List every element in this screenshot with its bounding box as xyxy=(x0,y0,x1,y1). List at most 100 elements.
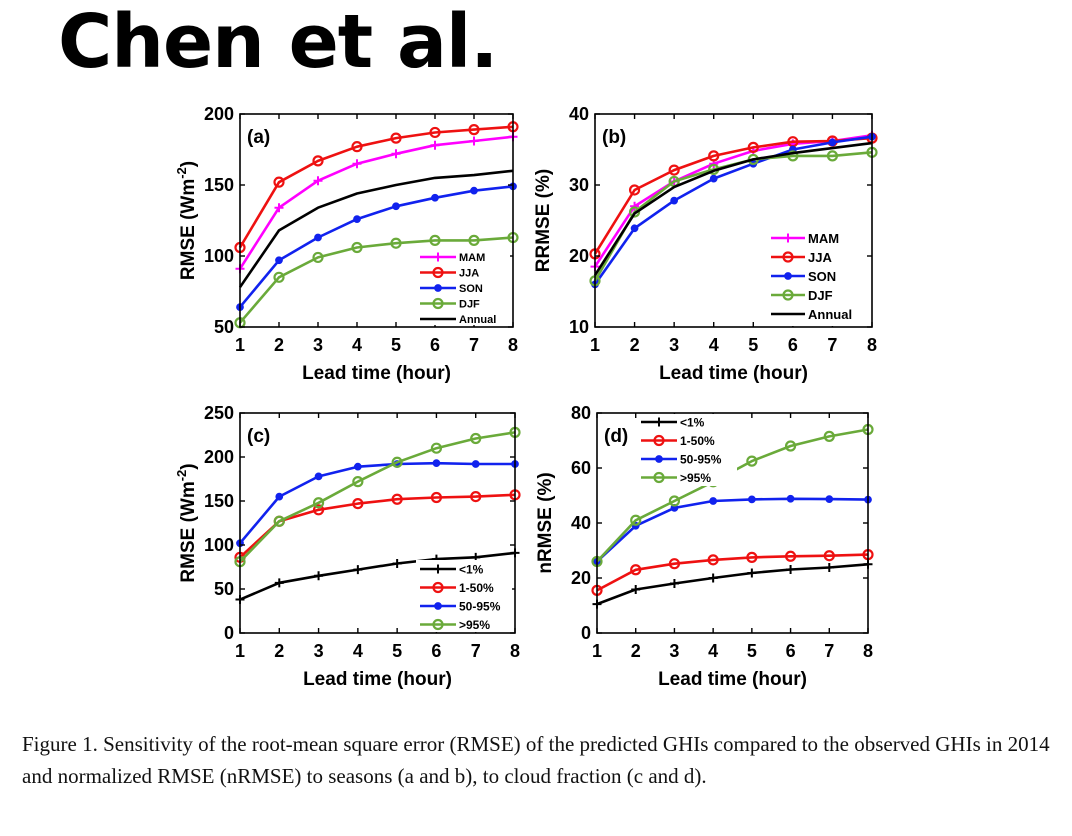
legend-marker xyxy=(782,251,794,263)
data-point xyxy=(786,494,795,503)
data-point xyxy=(429,234,441,246)
series-line xyxy=(593,141,873,276)
data-point xyxy=(273,176,285,188)
x-tick-label: 1 xyxy=(235,641,245,661)
y-tick-label: 200 xyxy=(204,447,234,467)
y-axis-label: RMSE (Wm-2) xyxy=(174,463,199,582)
series-line xyxy=(596,497,869,563)
legend-label: >95% xyxy=(680,471,711,485)
data-point xyxy=(390,237,402,249)
data-point xyxy=(430,140,440,150)
legend-marker xyxy=(653,471,665,484)
page-title: Chen et al. xyxy=(58,0,498,85)
data-point xyxy=(668,495,681,507)
x-tick-label: 6 xyxy=(786,641,796,661)
y-tick-label: 20 xyxy=(571,568,591,588)
x-tick-label: 1 xyxy=(592,641,602,661)
data-point xyxy=(392,202,400,211)
series-line xyxy=(596,553,869,592)
legend-marker xyxy=(432,297,444,310)
data-point xyxy=(746,455,758,467)
data-point xyxy=(312,497,325,509)
x-tick-label: 3 xyxy=(669,641,679,661)
data-point xyxy=(630,564,642,576)
x-tick-label: 5 xyxy=(747,641,757,661)
data-point xyxy=(273,515,285,527)
y-tick-label: 40 xyxy=(571,513,591,533)
x-tick-label: 4 xyxy=(353,641,363,661)
data-point xyxy=(824,563,834,573)
legend-marker xyxy=(784,272,792,280)
x-tick-label: 6 xyxy=(431,641,441,661)
data-point xyxy=(468,124,480,136)
data-point xyxy=(786,564,796,574)
y-axis-label: RMSE (Wm-2) xyxy=(174,161,199,280)
data-point xyxy=(429,126,441,139)
data-point xyxy=(668,558,681,570)
legend-marker xyxy=(433,252,443,262)
data-point xyxy=(630,224,639,233)
x-tick-label: 1 xyxy=(590,335,600,355)
legend-marker xyxy=(434,284,442,292)
x-axis-label: Lead time (hour) xyxy=(659,363,808,384)
y-tick-label: 0 xyxy=(581,623,591,643)
y-tick-label: 200 xyxy=(204,104,234,124)
data-point xyxy=(470,186,478,195)
y-tick-label: 100 xyxy=(204,535,234,555)
legend-label: MAM xyxy=(459,252,485,264)
series-line xyxy=(239,236,514,324)
data-point xyxy=(708,573,718,583)
legend-label: <1% xyxy=(680,416,705,430)
data-point xyxy=(828,138,837,147)
data-point xyxy=(313,176,323,186)
data-point xyxy=(351,241,363,254)
plot-frame xyxy=(594,113,873,328)
series-line xyxy=(239,185,514,308)
data-point xyxy=(784,440,797,452)
legend-label: JJA xyxy=(808,250,832,265)
data-point xyxy=(826,150,839,162)
legend-label: 50-95% xyxy=(680,453,722,467)
series-line xyxy=(593,136,873,255)
x-tick-label: 5 xyxy=(392,641,402,661)
data-point xyxy=(470,432,482,445)
panel-label: (d) xyxy=(604,426,628,447)
data-point xyxy=(747,141,759,153)
x-tick-label: 8 xyxy=(508,335,518,355)
panel-label: (b) xyxy=(602,127,626,148)
x-tick-label: 7 xyxy=(471,641,481,661)
y-tick-label: 40 xyxy=(569,104,589,124)
x-tick-label: 3 xyxy=(313,335,323,355)
data-point xyxy=(432,459,441,468)
data-point xyxy=(273,271,285,283)
data-point xyxy=(469,136,479,146)
data-point xyxy=(631,585,641,595)
data-point xyxy=(628,184,641,196)
x-tick-label: 6 xyxy=(788,335,798,355)
y-tick-label: 0 xyxy=(224,623,234,643)
series-line xyxy=(593,135,873,286)
figure-caption: Figure 1. Sensitivity of the root-mean s… xyxy=(22,732,1050,788)
data-point xyxy=(312,155,324,167)
legend-label: <1% xyxy=(459,563,484,577)
y-tick-label: 150 xyxy=(204,491,234,511)
x-tick-label: 5 xyxy=(391,335,401,355)
data-point xyxy=(669,579,679,588)
x-tick-label: 3 xyxy=(669,335,679,355)
legend-label: >95% xyxy=(459,618,490,632)
data-point xyxy=(468,234,480,246)
x-axis-label: Lead time (hour) xyxy=(658,669,807,690)
y-tick-label: 50 xyxy=(214,579,234,599)
y-tick-label: 100 xyxy=(204,246,234,266)
y-tick-label: 30 xyxy=(569,175,589,195)
legend: <1% 1-50% 50-95% >95% xyxy=(637,414,737,486)
legend-background xyxy=(416,560,512,632)
x-tick-label: 1 xyxy=(235,335,245,355)
x-tick-label: 8 xyxy=(510,641,520,661)
x-tick-label: 2 xyxy=(274,641,284,661)
series-line xyxy=(239,431,516,563)
x-tick-label: 8 xyxy=(867,335,877,355)
data-point xyxy=(353,215,361,223)
data-point xyxy=(353,565,363,575)
data-point xyxy=(823,550,835,562)
